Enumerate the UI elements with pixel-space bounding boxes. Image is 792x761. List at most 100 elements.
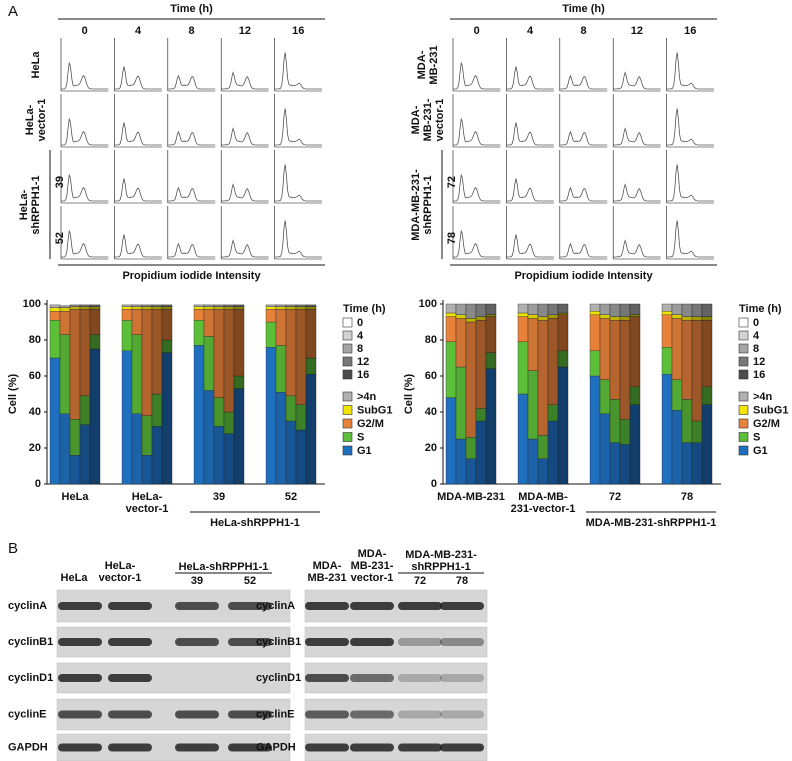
bar-segment bbox=[537, 458, 549, 485]
y-tick-label: 0 bbox=[431, 478, 437, 490]
bar-segment bbox=[681, 442, 693, 485]
histogram bbox=[506, 66, 554, 90]
bar-segment bbox=[69, 419, 81, 456]
legend-swatch bbox=[342, 330, 353, 341]
time-label: 16 bbox=[684, 25, 696, 37]
bar-segment bbox=[305, 374, 317, 485]
legend-label: 16 bbox=[753, 369, 765, 381]
legend-title: Time (h) bbox=[343, 303, 386, 315]
histogram bbox=[559, 186, 608, 202]
histogram bbox=[559, 74, 608, 90]
lane-label: MB-231 bbox=[307, 572, 346, 584]
bar-segment bbox=[265, 309, 277, 323]
legend-swatch bbox=[342, 391, 353, 402]
bar-segment bbox=[79, 424, 91, 485]
band bbox=[228, 743, 272, 752]
row-label: 52 bbox=[54, 232, 66, 244]
time-label: 0 bbox=[474, 25, 480, 37]
bar-segment bbox=[305, 304, 317, 307]
legend-swatch bbox=[738, 317, 749, 328]
histogram bbox=[453, 230, 501, 258]
histogram bbox=[61, 174, 109, 202]
y-tick-label: 100 bbox=[419, 298, 437, 310]
bar-segment bbox=[547, 303, 559, 316]
legend-label: >4n bbox=[753, 391, 773, 403]
lane-label: 78 bbox=[456, 575, 468, 587]
bar-segment bbox=[49, 307, 61, 312]
bar-segment bbox=[527, 370, 539, 440]
bar-segment bbox=[79, 309, 91, 396]
bar-segment bbox=[691, 442, 703, 485]
bar-segment bbox=[681, 399, 693, 443]
lane-label: vector-1 bbox=[99, 572, 142, 584]
bar-segment bbox=[305, 309, 317, 359]
bar-segment bbox=[609, 303, 621, 317]
bar-segment bbox=[131, 309, 143, 335]
bar-segment bbox=[79, 395, 91, 425]
bar-segment bbox=[629, 314, 641, 317]
histogram bbox=[167, 186, 216, 202]
lane-group-label: shRPPH1-1 bbox=[411, 561, 470, 573]
bar-segment bbox=[49, 320, 61, 359]
bar-segment bbox=[661, 347, 673, 375]
bar-segment bbox=[151, 309, 163, 395]
legend-swatch bbox=[738, 356, 749, 367]
band bbox=[58, 638, 102, 646]
band bbox=[228, 602, 272, 610]
bar-segment bbox=[265, 304, 277, 307]
histogram bbox=[613, 183, 661, 202]
lane-label: MDA- bbox=[313, 560, 342, 572]
lane-label: MDA- bbox=[358, 548, 387, 560]
bar-segment bbox=[599, 318, 611, 380]
band bbox=[175, 710, 219, 719]
bar-segment bbox=[701, 404, 713, 485]
protein-label: cyclinE bbox=[256, 708, 295, 720]
bar-segment bbox=[131, 306, 143, 310]
legend-swatch bbox=[342, 405, 353, 415]
legend-swatch bbox=[738, 445, 749, 456]
histogram bbox=[559, 242, 608, 258]
grid-title: Time (h) bbox=[562, 3, 605, 15]
bar-segment bbox=[629, 404, 641, 485]
band bbox=[58, 674, 102, 682]
grid-title: Time (h) bbox=[170, 3, 213, 15]
bar-segment bbox=[131, 304, 143, 307]
bar-segment bbox=[557, 314, 569, 351]
bar-segment bbox=[79, 306, 91, 310]
bar-segment bbox=[213, 426, 225, 485]
histogram bbox=[114, 122, 162, 146]
bar-segment bbox=[589, 350, 601, 377]
band bbox=[350, 743, 394, 752]
histogram bbox=[453, 174, 501, 202]
legend-label: 12 bbox=[753, 356, 765, 368]
bar-segment bbox=[59, 311, 71, 335]
bar-segment bbox=[671, 410, 683, 485]
bar-segment bbox=[485, 303, 497, 316]
bar-segment bbox=[59, 334, 71, 415]
histogram bbox=[221, 183, 269, 202]
legend-title: Time (h) bbox=[739, 303, 782, 315]
x-tick-label: HeLa bbox=[62, 491, 90, 503]
bar-segment bbox=[629, 386, 641, 405]
bar-segment bbox=[193, 345, 205, 485]
bar-segment bbox=[59, 305, 71, 308]
bar-segment bbox=[619, 444, 631, 485]
bar-segment bbox=[527, 318, 539, 371]
legend-swatch bbox=[738, 418, 749, 429]
bar-segment bbox=[547, 314, 559, 319]
histogram bbox=[506, 178, 554, 202]
histogram bbox=[221, 127, 269, 146]
bar-segment bbox=[295, 304, 307, 307]
bar-segment bbox=[701, 303, 713, 317]
histogram bbox=[221, 239, 269, 258]
bar-segment bbox=[465, 321, 477, 438]
time-label: 8 bbox=[580, 25, 586, 37]
row-label: MB-231 bbox=[428, 45, 440, 84]
bar-segment bbox=[671, 314, 683, 319]
band bbox=[350, 674, 394, 682]
bar-segment bbox=[69, 309, 81, 420]
bar-segment bbox=[285, 304, 297, 307]
legend-label: 4 bbox=[753, 330, 760, 342]
bar-segment bbox=[455, 366, 467, 440]
y-tick-label: 20 bbox=[29, 442, 41, 454]
